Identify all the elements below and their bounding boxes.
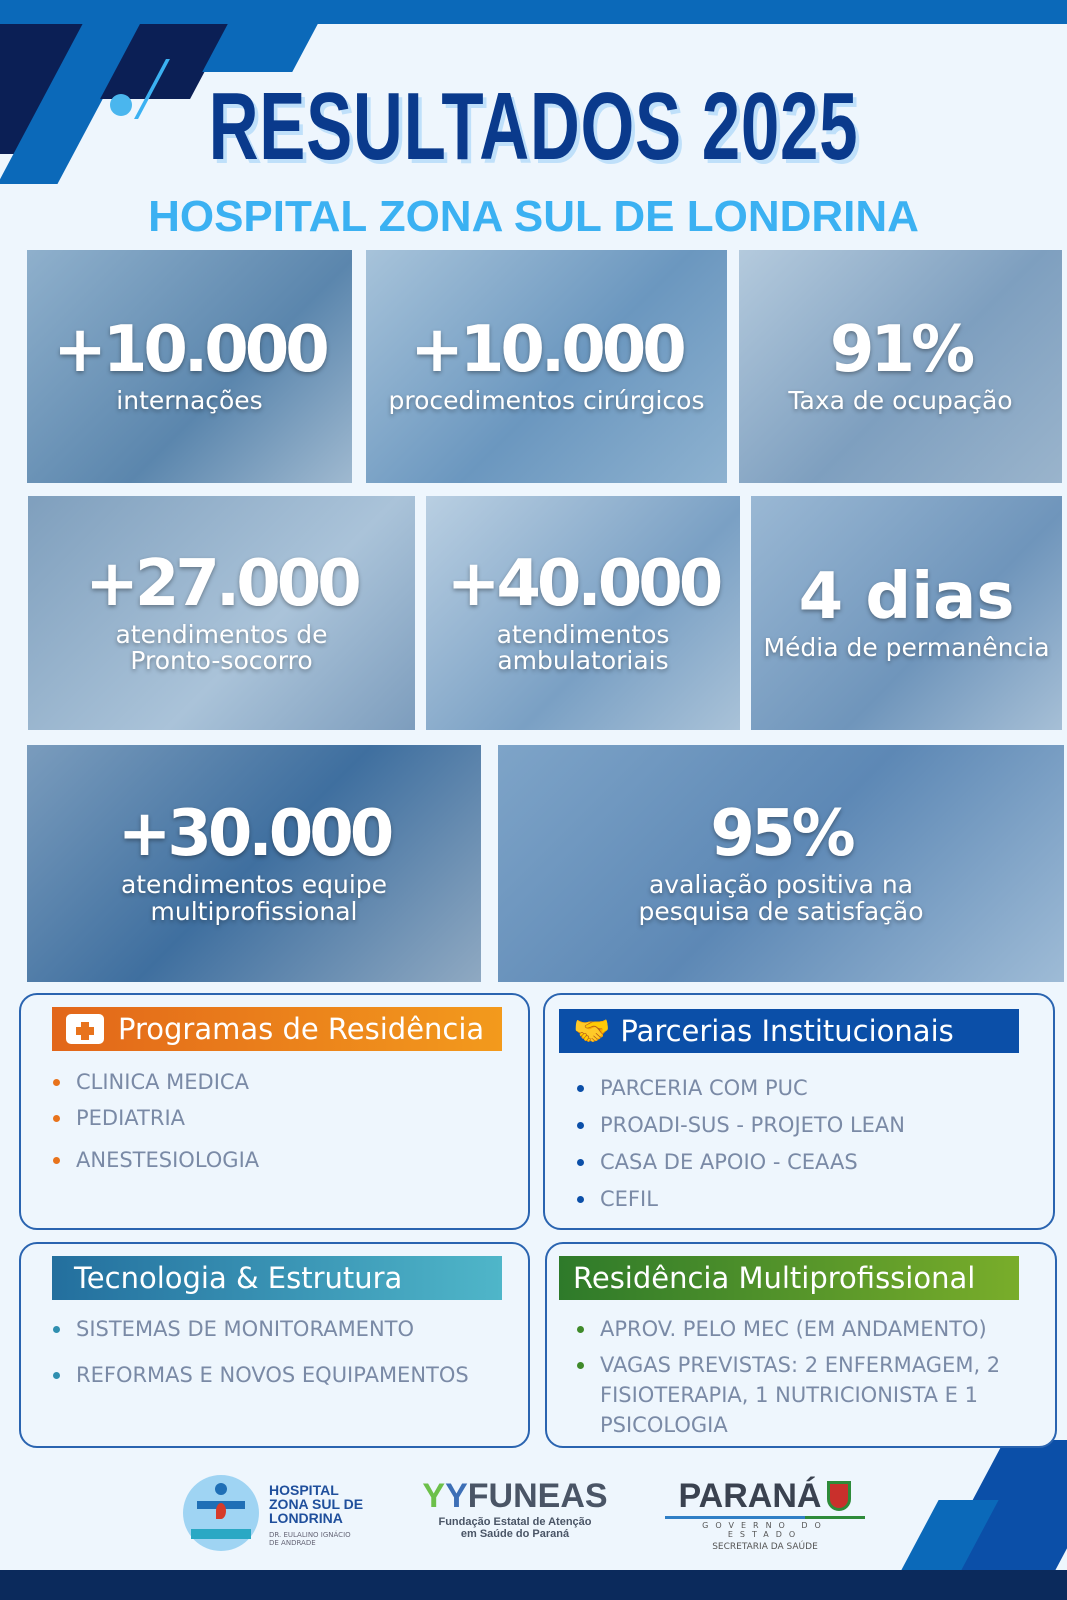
section-tecnologia: Tecnologia & Estrutura SISTEMAS DE MONIT… [19,1242,530,1448]
list-item: PROADI-SUS - PROJETO LEAN [577,1110,905,1140]
stat-tile-multiprofissional: +30.000 atendimentos equipe multiprofissi… [27,745,481,982]
list-item: APROV. PELO MEC (EM ANDAMENTO) [577,1314,1027,1344]
list-item: REFORMAS E NOVOS EQUIPAMENTOS [53,1360,469,1390]
stat-tile-ambulatoriais: +40.000 atendimentos ambulatoriais [426,496,740,730]
list-item: PARCERIA COM PUC [577,1073,905,1103]
funeas-logo: YYFUNEAS Fundação Estatal de Atenção em … [422,1477,608,1540]
section-header: Tecnologia & Estrutura [52,1256,502,1300]
list-item: CLINICA MEDICA [53,1067,259,1097]
stat-tile-internacoes: +10.000 internações [27,250,352,483]
decorative-stripes-bottom [880,1440,1067,1570]
section-header: Programas de Residência [52,1007,502,1051]
list-item: SISTEMAS DE MONITORAMENTO [53,1314,469,1344]
list: PARCERIA COM PUC PROADI-SUS - PROJETO LE… [577,1073,905,1214]
section-programas-residencia: Programas de Residência CLINICA MEDICA P… [19,993,530,1230]
bottom-bar [0,1570,1067,1600]
list: CLINICA MEDICA PEDIATRIA ANESTESIOLOGIA [53,1067,259,1175]
stat-tile-permanencia: 4 dias Média de permanência [751,496,1062,730]
people-icon: Y [422,1477,446,1515]
list-item: CEFIL [577,1184,905,1214]
section-header: Residência Multiprofissional [559,1256,1019,1300]
section-header: 🤝 Parcerias Institucionais [559,1009,1019,1053]
page-title: RESULTADOS 2025 [208,73,859,180]
parana-logo: PARANÁ GOVERNO DO ESTADO SECRETARIA DA S… [665,1478,865,1552]
list-item: VAGAS PREVISTAS: 2 ENFERMAGEM, 2 FISIOTE… [577,1350,1027,1440]
stat-tile-pronto-socorro: +27.000 atendimentos de Pronto-socorro [28,496,415,730]
section-residencia-multiprofissional: Residência Multiprofissional APROV. PELO… [545,1242,1057,1448]
coat-of-arms-icon [827,1481,852,1511]
handshake-icon: 🤝 [573,1013,611,1049]
list: SISTEMAS DE MONITORAMENTO REFORMAS E NOV… [53,1314,469,1390]
medical-kit-icon [66,1014,104,1044]
stat-tile-procedimentos: +10.000 procedimentos cirúrgicos [366,250,727,483]
hospital-emblem-icon [183,1475,259,1551]
list-item: ANESTESIOLOGIA [53,1145,259,1175]
stat-tile-satisfacao: 95% avaliação positiva na pesquisa de sat… [498,745,1064,982]
top-bar [0,0,1067,24]
hospital-logo: HOSPITAL ZONA SUL DE LONDRINA DR. EULALI… [183,1475,373,1555]
stat-tile-ocupacao: 91% Taxa de ocupação [739,250,1062,483]
page-subtitle: HOSPITAL ZONA SUL DE LONDRINA [148,192,919,241]
decorative-stripes [0,24,320,184]
section-parcerias: 🤝 Parcerias Institucionais PARCERIA COM … [543,993,1055,1230]
list-item: CASA DE APOIO - CEAAS [577,1147,905,1177]
list: APROV. PELO MEC (EM ANDAMENTO) VAGAS PRE… [577,1314,1027,1440]
list-item: PEDIATRIA [53,1103,259,1133]
